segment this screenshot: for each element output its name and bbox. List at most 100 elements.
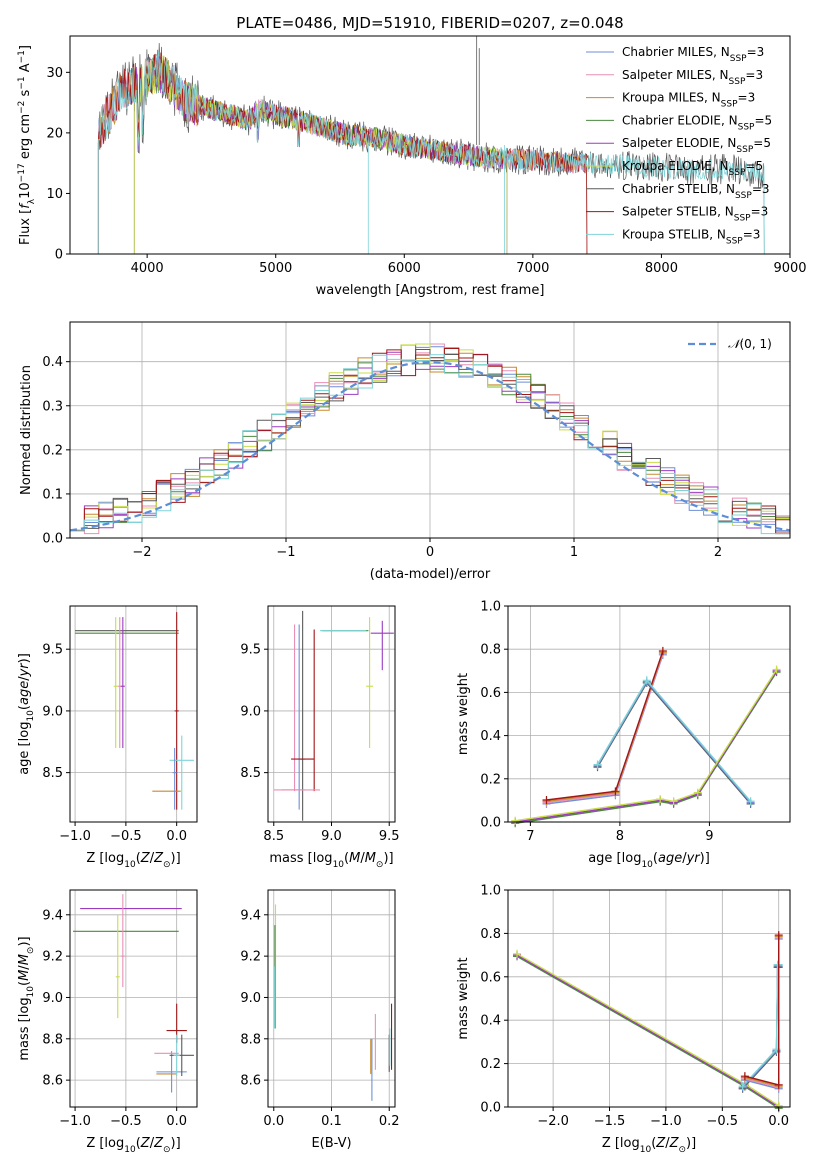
axes-frame: [507, 889, 791, 1108]
y-tick-label: 0.4: [42, 355, 63, 370]
spectrum-ylabel: Flux [fλ10−17 erg cm−2 s−1 A−1]: [17, 45, 37, 245]
massweight-line: [546, 653, 664, 804]
massweight-line: [742, 966, 779, 1090]
massweight-marker: [542, 795, 551, 804]
y-tick-label: 0.8: [480, 643, 501, 658]
axes-frame: [267, 889, 396, 1108]
massweight-line: [546, 650, 664, 801]
axes-frame: [507, 605, 791, 823]
massweight-marker: [738, 1082, 747, 1091]
x-tick-label: 0.2: [379, 1114, 400, 1129]
x-tick-label: −1.0: [650, 1114, 682, 1129]
massweight-vs-age-lines: [511, 646, 781, 828]
legend-entry: Kroupa ELODIE, NSSP=5: [622, 159, 763, 178]
massweight-marker: [740, 1072, 749, 1081]
x-tick-label: 0.0: [263, 1114, 284, 1129]
y-tick-label: 1.0: [480, 884, 501, 899]
y-tick-label: 0: [55, 248, 63, 263]
massweight-marker: [513, 949, 522, 958]
y-tick-label: 9.0: [240, 991, 261, 1006]
y-tick-label: 0.4: [480, 729, 501, 744]
legend-entry: Salpeter ELODIE, NSSP=5: [622, 136, 771, 155]
spectrum-xlabel: wavelength [Angstrom, rest frame]: [316, 283, 545, 298]
legend-entry: Chabrier MILES, NSSP=3: [622, 45, 764, 64]
x-tick-label: 6000: [388, 261, 421, 276]
x-tick-label: −0.5: [110, 1114, 142, 1129]
massweight-marker: [772, 665, 781, 674]
legend-entry-normal: 𝒩(0, 1): [728, 337, 772, 351]
massweight-marker: [774, 931, 783, 940]
spectrum-line-kroupa-stelib: [97, 51, 765, 254]
y-tick-label: 8.5: [240, 766, 261, 781]
residuals-xlabel: (data-model)/error: [370, 567, 491, 582]
y-tick-label: 0.1: [42, 487, 63, 502]
massweight-marker: [656, 795, 665, 804]
age-vs-mass-errorbars: [273, 610, 394, 821]
massweight-marker: [669, 797, 678, 806]
y-tick-label: 9.5: [240, 643, 261, 658]
massweight-vs-Z-ylabel: mass weight: [456, 957, 471, 1039]
massweight-marker: [774, 1080, 783, 1089]
legend-entry: Chabrier STELIB, NSSP=3: [622, 182, 770, 201]
y-tick-label: 8.8: [240, 1032, 261, 1047]
massweight-marker: [693, 788, 702, 797]
axes-frame: [267, 605, 396, 823]
x-tick-label: 0.0: [166, 829, 187, 844]
text-layer: 4000 5000 6000 7000 8000 90000102030PLATE=048…: [17, 14, 807, 1155]
massweight-line: [596, 681, 752, 805]
y-tick-label: 0.0: [480, 1101, 501, 1116]
y-tick-label: 8.6: [42, 1074, 63, 1089]
y-tick-label: 9.5: [42, 643, 63, 658]
legend-entry: Kroupa MILES, NSSP=3: [622, 91, 755, 110]
x-tick-label: 9000: [773, 261, 806, 276]
data-layer: [70, 36, 790, 1113]
y-tick-label: 0.2: [42, 443, 63, 458]
massweight-marker: [746, 797, 755, 806]
x-tick-label: 0.1: [321, 1114, 342, 1129]
age-vs-Z-errorbars: [75, 612, 194, 810]
massweight-vs-Z-xlabel: Z [log10(Z/Z⊙)]: [602, 1136, 696, 1155]
x-tick-label: 8.5: [263, 829, 284, 844]
x-tick-label: 0.0: [166, 1114, 187, 1129]
y-tick-label: 9.0: [240, 704, 261, 719]
x-tick-label: 9: [705, 829, 713, 844]
y-tick-label: 0.3: [42, 399, 63, 414]
y-tick-label: 0.0: [480, 816, 501, 831]
massweight-marker: [593, 760, 602, 769]
histogram-kroupa-stelib: [70, 354, 790, 535]
normal-reference-curve: [70, 360, 790, 532]
y-tick-label: 8.8: [42, 1032, 63, 1047]
y-tick-label: 0.6: [480, 970, 501, 985]
x-tick-label: 2: [714, 545, 722, 560]
axes-frame: [69, 321, 791, 539]
mass-vs-Z-ylabel: mass [log10(M/M⊙)]: [17, 936, 36, 1060]
legend-entry: Chabrier ELODIE, NSSP=5: [622, 113, 772, 132]
x-tick-label: 7000: [516, 261, 549, 276]
figure-title: PLATE=0486, MJD=51910, FIBERID=0207, z=0…: [236, 14, 623, 32]
x-tick-label: 4000: [131, 261, 164, 276]
y-tick-label: 9.4: [240, 908, 261, 923]
x-tick-label: −0.5: [707, 1114, 739, 1129]
x-tick-label: −1: [276, 545, 295, 560]
massweight-marker: [611, 787, 620, 796]
x-tick-label: 9.5: [379, 829, 400, 844]
y-tick-label: 30: [46, 66, 63, 81]
mass-vs-Z-errorbars: [73, 894, 194, 1093]
legend-entry: Salpeter MILES, NSSP=3: [622, 68, 763, 87]
x-tick-label: −0.5: [110, 829, 142, 844]
age-vs-Z-xlabel: Z [log10(Z/Z⊙)]: [86, 851, 180, 870]
legend-entry: Kroupa STELIB, NSSP=3: [622, 227, 760, 246]
x-tick-label: −1.5: [594, 1114, 626, 1129]
mass-vs-Z-xlabel: Z [log10(Z/Z⊙)]: [86, 1136, 180, 1155]
x-tick-label: 5000: [259, 261, 292, 276]
massweight-line: [744, 935, 780, 1086]
massweight-line: [546, 654, 664, 805]
y-tick-label: 0.8: [480, 927, 501, 942]
y-tick-label: 9.4: [42, 908, 63, 923]
y-tick-label: 10: [46, 187, 63, 202]
axes-frame: [69, 605, 198, 823]
massweight-marker: [642, 676, 651, 685]
x-tick-label: −1.0: [59, 1114, 91, 1129]
y-tick-label: 8.6: [240, 1074, 261, 1089]
y-tick-label: 0.4: [480, 1014, 501, 1029]
